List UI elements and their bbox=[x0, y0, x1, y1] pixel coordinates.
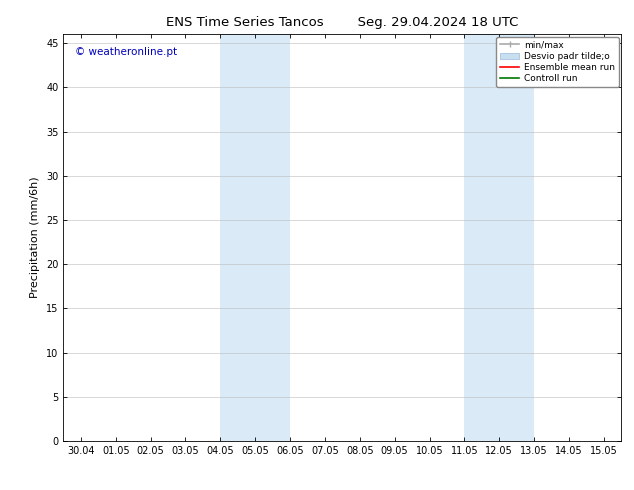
Bar bbox=[221, 34, 290, 441]
Title: ENS Time Series Tancos        Seg. 29.04.2024 18 UTC: ENS Time Series Tancos Seg. 29.04.2024 1… bbox=[166, 16, 519, 29]
Text: © weatheronline.pt: © weatheronline.pt bbox=[75, 47, 177, 56]
Legend: min/max, Desvio padr tilde;o, Ensemble mean run, Controll run: min/max, Desvio padr tilde;o, Ensemble m… bbox=[496, 37, 619, 87]
Bar bbox=[464, 34, 534, 441]
Y-axis label: Precipitation (mm/6h): Precipitation (mm/6h) bbox=[30, 177, 41, 298]
